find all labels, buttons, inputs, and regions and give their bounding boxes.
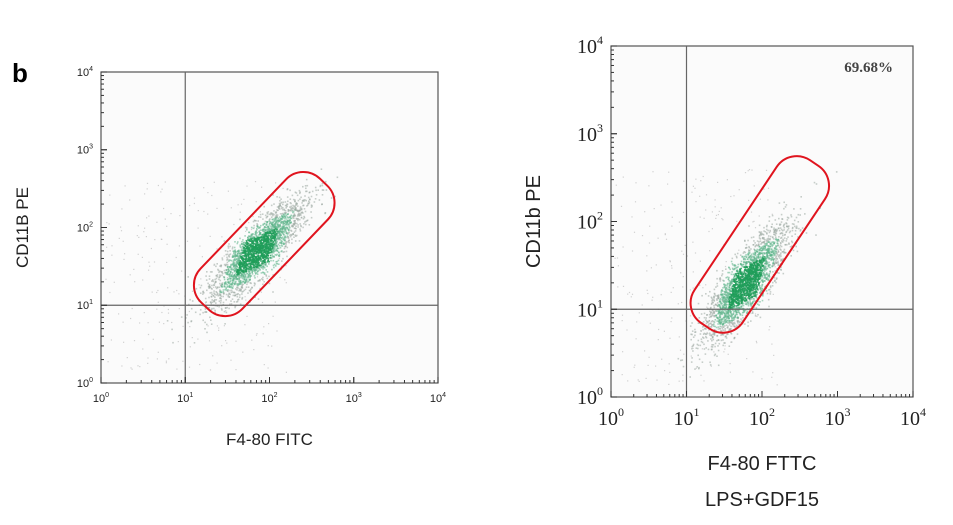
population-dots [105,168,339,373]
plot-caption: LPS+GDF15 [705,489,819,511]
x-tick-label: 102 [261,392,277,405]
y-tick-label: 103 [77,144,93,157]
x-axis-label: F4-80 FTTC [708,453,817,475]
percentage-annotation: 69.68% [844,60,893,76]
gate-region [192,170,336,318]
plot-frame [610,45,914,398]
x-tick-label: 104 [900,405,926,430]
x-tick-label: 102 [749,405,775,430]
x-tick-label: 104 [430,392,446,405]
plot-1: 100 101 102 103 104 100 101 102 103 104 F4-80 FITC… [13,66,446,449]
x-tick-label: 103 [346,392,362,405]
y-tick-label: 103 [577,121,603,146]
y-tick-label: 100 [77,377,93,390]
plot-2: 100 101 102 103 104 100 101 102 103 104 F4-80 FTTC… [523,33,926,511]
y-tick-label: 101 [77,299,93,312]
x-axis-label: F4-80 FITC [226,430,313,449]
y-tick-label: 102 [77,221,93,234]
y-tick-label: 101 [577,296,603,321]
y-axis-label: CD11b PE [523,175,545,268]
population-dots [614,169,838,386]
panel-label: b [12,58,28,88]
y-tick-label: 104 [77,66,93,79]
y-tick-label: 100 [577,384,603,409]
x-tick-label: 101 [674,405,700,430]
y-tick-label: 104 [577,33,603,58]
y-axis-label: CD11B PE [13,187,32,268]
x-tick-label: 101 [177,392,193,405]
x-tick-label: 100 [598,405,624,430]
gate-region [689,155,831,334]
y-tick-label: 102 [577,209,603,234]
x-tick-label: 103 [825,405,851,430]
x-tick-label: 100 [93,392,109,405]
